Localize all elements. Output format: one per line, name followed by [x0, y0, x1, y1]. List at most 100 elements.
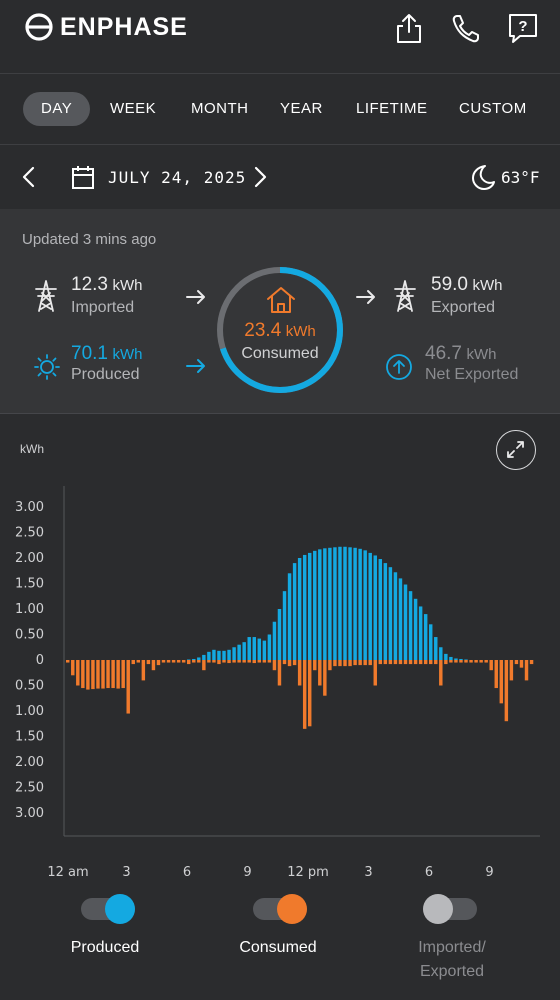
produced-bar[interactable] — [449, 656, 453, 660]
consumed-bar[interactable] — [328, 660, 332, 671]
consumed-bar[interactable] — [136, 660, 141, 663]
consumed-bar[interactable] — [444, 660, 448, 665]
consumed-bar[interactable] — [151, 660, 156, 671]
consumed-bar[interactable] — [156, 660, 161, 666]
consumed-bar[interactable] — [247, 660, 251, 663]
consumed-bar[interactable] — [171, 660, 176, 663]
consumed-bar[interactable] — [343, 660, 347, 667]
consumed-bar[interactable] — [489, 660, 493, 671]
consumed-bar[interactable] — [464, 660, 468, 663]
produced-bar[interactable] — [302, 554, 307, 660]
produced-bar[interactable] — [282, 591, 287, 660]
produced-bar[interactable] — [373, 555, 377, 660]
consumed-bar[interactable] — [434, 660, 438, 665]
consumed-bar[interactable] — [91, 660, 95, 690]
produced-bar[interactable] — [227, 649, 231, 660]
consumed-bar[interactable] — [292, 660, 297, 666]
consumed-bar[interactable] — [313, 660, 317, 671]
consumed-bar[interactable] — [358, 660, 362, 666]
consumed-bar[interactable] — [474, 660, 478, 663]
produced-toggle[interactable] — [81, 894, 135, 924]
produced-bar[interactable] — [434, 637, 438, 660]
consumed-bar[interactable] — [333, 660, 337, 667]
produced-bar[interactable] — [348, 547, 352, 660]
consumed-bar[interactable] — [192, 660, 196, 663]
consumed-bar[interactable] — [368, 660, 372, 666]
consumed-bar[interactable] — [323, 660, 327, 696]
produced-bar[interactable] — [378, 559, 383, 660]
consumed-bar[interactable] — [484, 660, 488, 663]
produced-bar[interactable] — [333, 547, 337, 660]
consumed-bar[interactable] — [81, 660, 85, 689]
consumed-bar[interactable] — [363, 660, 367, 666]
produced-bar[interactable] — [217, 650, 221, 660]
consumed-bar[interactable] — [106, 660, 110, 689]
produced-bar[interactable] — [444, 653, 448, 660]
consumed-bar[interactable] — [403, 660, 408, 665]
consumed-bar[interactable] — [282, 660, 287, 665]
consumed-bar[interactable] — [423, 660, 428, 665]
produced-bar[interactable] — [277, 609, 282, 660]
consumed-bar[interactable] — [187, 660, 191, 665]
consumed-bar[interactable] — [277, 660, 282, 686]
consumed-bar[interactable] — [207, 660, 211, 663]
consumed-bar[interactable] — [383, 660, 388, 665]
consumed-bar[interactable] — [121, 660, 125, 689]
share-icon[interactable] — [394, 12, 424, 44]
tab-year[interactable]: YEAR — [280, 100, 323, 117]
consumed-bar[interactable] — [242, 660, 246, 663]
produced-bar[interactable] — [403, 584, 408, 660]
consumed-bar[interactable] — [413, 660, 418, 665]
consumed-bar[interactable] — [131, 660, 135, 665]
consumed-bar[interactable] — [212, 660, 216, 663]
consumed-bar[interactable] — [479, 660, 483, 663]
produced-bar[interactable] — [257, 638, 262, 660]
imported-exported-toggle[interactable] — [423, 894, 477, 924]
bar-chart[interactable]: 3.00 2.50 2.00 1.50 1.00 0.50 0 0.50 1.00 1.50 2.0… — [0, 474, 560, 894]
produced-bar[interactable] — [388, 567, 393, 660]
produced-bar[interactable] — [454, 658, 458, 660]
produced-bar[interactable] — [287, 573, 292, 660]
consumed-bar[interactable] — [297, 660, 302, 686]
produced-bar[interactable] — [232, 647, 236, 660]
tab-lifetime[interactable]: LIFETIME — [356, 100, 428, 117]
produced-bar[interactable] — [439, 647, 443, 660]
consumed-bar[interactable] — [71, 660, 75, 676]
produced-bar[interactable] — [398, 578, 403, 660]
tab-week[interactable]: WEEK — [110, 100, 157, 117]
consumed-bar[interactable] — [237, 660, 241, 663]
calendar-button[interactable] — [71, 164, 95, 190]
consumed-bar[interactable] — [408, 660, 413, 665]
tab-custom[interactable]: CUSTOM — [459, 100, 527, 117]
consumed-bar[interactable] — [252, 660, 256, 664]
produced-bar[interactable] — [313, 550, 317, 660]
phone-icon[interactable] — [451, 12, 481, 44]
consumed-bar[interactable] — [66, 660, 70, 663]
produced-bar[interactable] — [423, 614, 428, 660]
consumed-bar[interactable] — [494, 660, 498, 689]
consumed-bar[interactable] — [398, 660, 403, 665]
produced-bar[interactable] — [247, 637, 251, 660]
consumed-bar[interactable] — [202, 660, 206, 671]
produced-bar[interactable] — [202, 654, 206, 660]
produced-bar[interactable] — [343, 546, 347, 660]
consumed-bar[interactable] — [141, 660, 146, 681]
produced-bar[interactable] — [368, 552, 372, 660]
consumed-bar[interactable] — [429, 660, 433, 665]
consumed-bar[interactable] — [469, 660, 473, 663]
produced-bar[interactable] — [459, 658, 463, 660]
consumed-toggle[interactable] — [253, 894, 307, 924]
consumed-bar[interactable] — [101, 660, 105, 689]
consumed-bar[interactable] — [504, 660, 509, 722]
produced-bar[interactable] — [187, 659, 191, 660]
produced-bar[interactable] — [353, 547, 357, 660]
consumed-bar[interactable] — [514, 660, 519, 665]
produced-bar[interactable] — [429, 624, 433, 660]
consumed-bar[interactable] — [302, 660, 307, 729]
consumed-bar[interactable] — [519, 660, 524, 668]
next-day-button[interactable] — [249, 165, 271, 189]
produced-bar[interactable] — [197, 657, 201, 660]
produced-bar[interactable] — [308, 552, 312, 660]
help-icon[interactable]: ? — [508, 12, 538, 44]
consumed-bar[interactable] — [509, 660, 514, 681]
